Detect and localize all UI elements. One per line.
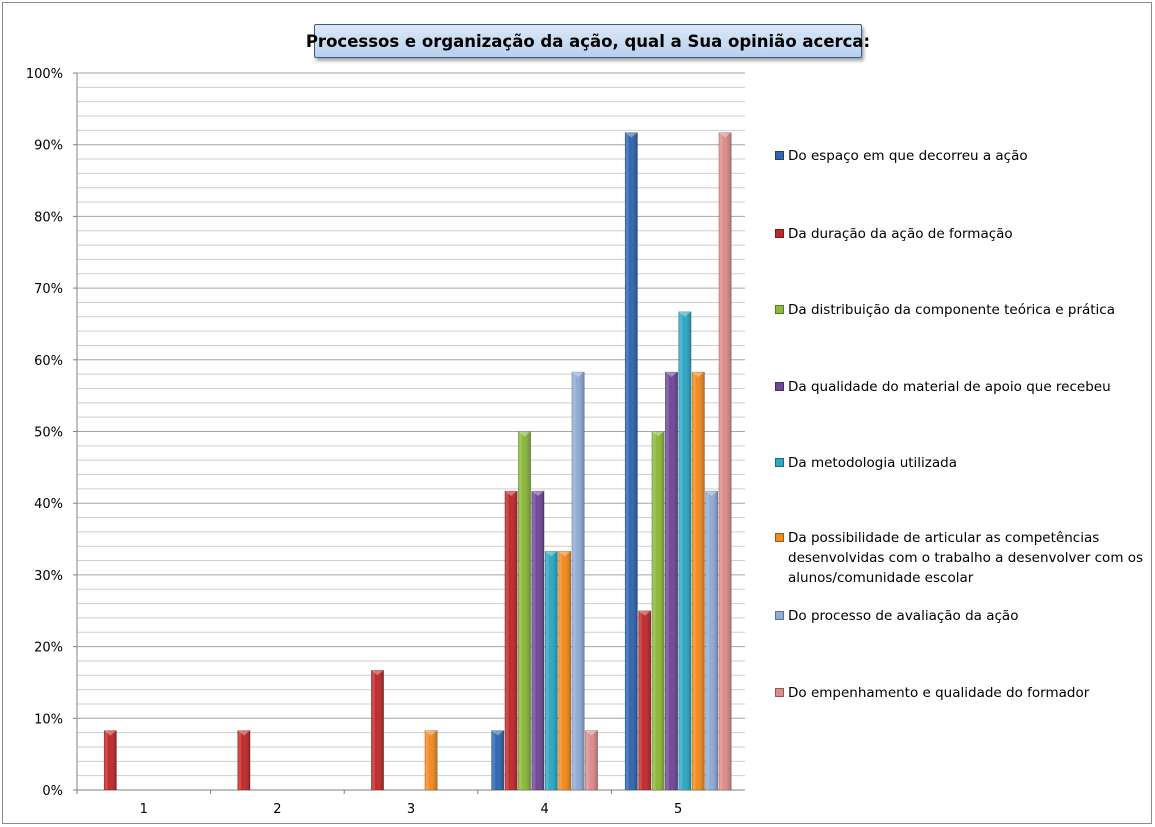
- bars: [103, 132, 732, 791]
- y-tick-label: 40%: [34, 497, 63, 512]
- bar: [544, 550, 558, 791]
- y-tick-label: 90%: [34, 139, 63, 154]
- bar: [517, 431, 531, 791]
- y-tick-label: 0%: [42, 784, 63, 799]
- bar: [678, 311, 692, 791]
- y-tick-label: 50%: [34, 426, 63, 441]
- bar: [237, 730, 251, 791]
- bar: [558, 550, 572, 791]
- y-tick-label: 70%: [34, 282, 63, 297]
- legend-swatch: [775, 688, 784, 697]
- chart-title: Processos e organização da ação, qual a …: [306, 24, 870, 58]
- bar: [491, 730, 505, 791]
- bar: [651, 431, 665, 791]
- legend-swatch: [775, 533, 784, 542]
- x-tick-label: 2: [273, 802, 281, 817]
- y-tick-label: 60%: [34, 354, 63, 369]
- legend-item: Do espaço em que decorreu a ação: [775, 146, 1147, 166]
- legend-label: Do espaço em que decorreu a ação: [788, 148, 1028, 164]
- legend-swatch: [775, 151, 784, 160]
- bar: [624, 132, 638, 791]
- legend-item: Da metodologia utilizada: [775, 453, 1147, 473]
- legend-swatch: [775, 611, 784, 620]
- legend-swatch: [775, 458, 784, 467]
- legend-label: Da qualidade do material de apoio que re…: [788, 379, 1111, 395]
- legend-label: Da duração da ação de formação: [788, 226, 1013, 242]
- x-tick-label: 4: [540, 802, 548, 817]
- bar: [718, 132, 732, 791]
- legend-label: Da distribuição da componente teórica e …: [788, 302, 1116, 318]
- bar: [638, 610, 652, 791]
- bar: [531, 490, 545, 791]
- y-tick-label: 100%: [26, 67, 63, 82]
- y-tick-label: 20%: [34, 641, 63, 656]
- bar: [584, 730, 598, 791]
- legend-swatch: [775, 382, 784, 391]
- x-tick-label: 1: [140, 802, 148, 817]
- y-tick-label: 30%: [34, 569, 63, 584]
- legend-item: Do empenhamento e qualidade do formador: [775, 683, 1147, 703]
- legend-label: Da possibilidade de articular as competê…: [788, 530, 1144, 586]
- bar: [103, 730, 117, 791]
- legend-label: Do empenhamento e qualidade do formador: [788, 685, 1090, 701]
- bar: [504, 490, 518, 791]
- legend-item: Da possibilidade de articular as competê…: [775, 528, 1147, 588]
- x-tick-label: 5: [674, 802, 682, 817]
- legend-item: Do processo de avaliação da ação: [775, 606, 1147, 626]
- legend-item: Da duração da ação de formação: [775, 224, 1147, 244]
- bar: [571, 371, 585, 791]
- bar: [705, 490, 719, 791]
- y-tick-label: 80%: [34, 210, 63, 225]
- legend-label: Da metodologia utilizada: [788, 455, 957, 471]
- bar: [691, 371, 705, 791]
- bar: [664, 371, 678, 791]
- legend-item: Da distribuição da componente teórica e …: [775, 300, 1147, 320]
- y-axis: 0% 10% 20% 30% 40% 50% 60% 70% 80% 90% 100%: [26, 67, 78, 799]
- legend-label: Do processo de avaliação da ação: [788, 608, 1019, 624]
- legend-item: Da qualidade do material de apoio que re…: [775, 377, 1147, 397]
- bar: [370, 669, 384, 791]
- legend-swatch: [775, 305, 784, 314]
- legend-swatch: [775, 229, 784, 238]
- x-tick-label: 3: [407, 802, 415, 817]
- x-axis: 1 2 3 4 5: [76, 789, 745, 817]
- bar: [424, 730, 438, 791]
- y-tick-label: 10%: [34, 712, 63, 727]
